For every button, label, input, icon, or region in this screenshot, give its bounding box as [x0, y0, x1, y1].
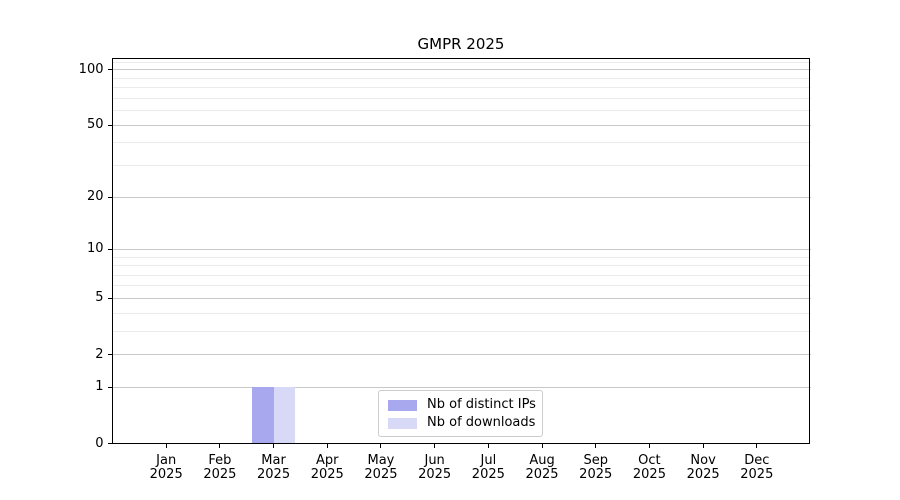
y-gridline-minor [112, 142, 811, 144]
chart-title: GMPR 2025 [417, 35, 505, 53]
y-gridline-major [112, 354, 811, 356]
x-tick [380, 444, 382, 448]
y-tick [107, 386, 112, 388]
y-tick [107, 69, 112, 71]
x-tick [219, 444, 221, 448]
x-tick-label: Apr 2025 [310, 452, 344, 482]
legend-swatch-distinct-ips [388, 399, 417, 411]
y-gridline-minor [112, 87, 811, 89]
y-gridline-minor [112, 285, 811, 287]
y-gridline-minor [112, 330, 811, 332]
x-tick [541, 444, 543, 448]
y-tick-label: 0 [95, 435, 104, 451]
y-gridline-major [112, 196, 811, 198]
legend-swatch-downloads [388, 417, 417, 429]
x-tick-label: Oct 2025 [632, 452, 666, 482]
y-gridline-major [112, 124, 811, 126]
legend-item-distinct-ips: Nb of distinct IPs [388, 397, 536, 413]
y-tick-label: 50 [86, 117, 104, 133]
y-gridline-minor [112, 312, 811, 314]
y-gridline-minor [112, 265, 811, 267]
y-gridline-minor [112, 97, 811, 99]
x-tick-label: Jun 2025 [418, 452, 452, 482]
y-gridline-major [112, 386, 811, 388]
x-tick [326, 444, 328, 448]
x-tick-label: Dec 2025 [740, 452, 774, 482]
y-tick-label: 20 [86, 189, 104, 205]
legend-label-downloads: Nb of downloads [427, 415, 536, 430]
y-tick-label: 10 [86, 241, 104, 257]
x-tick-label: Feb 2025 [203, 452, 237, 482]
y-gridline-minor [112, 77, 811, 79]
y-tick [107, 354, 112, 356]
y-gridline-minor [112, 256, 811, 258]
y-tick-label: 5 [95, 290, 104, 306]
x-tick-label: May 2025 [364, 452, 398, 482]
y-tick [107, 297, 112, 299]
x-tick-label: Nov 2025 [686, 452, 720, 482]
x-tick-label: Sep 2025 [579, 452, 613, 482]
x-tick [165, 444, 167, 448]
y-tick [107, 196, 112, 198]
y-gridline-minor [112, 274, 811, 276]
x-tick [273, 444, 275, 448]
x-tick-label: Aug 2025 [525, 452, 559, 482]
x-tick [595, 444, 597, 448]
legend: Nb of distinct IPs Nb of downloads [378, 390, 543, 437]
y-tick [107, 248, 112, 250]
y-gridline-minor [112, 165, 811, 167]
bar-nb-of-distinct-ips-mar [252, 387, 274, 444]
y-gridline-minor [112, 110, 811, 112]
legend-label-distinct-ips: Nb of distinct IPs [427, 397, 536, 412]
x-tick-label: Jul 2025 [471, 452, 505, 482]
y-tick [107, 124, 112, 126]
y-gridline-major [112, 297, 811, 299]
x-tick-label: Mar 2025 [257, 452, 291, 482]
y-tick-label: 2 [95, 346, 104, 362]
y-gridline-major [112, 248, 811, 250]
y-gridline-minor [112, 61, 811, 63]
legend-item-downloads: Nb of downloads [388, 415, 536, 431]
y-gridline-major [112, 69, 811, 71]
x-tick [434, 444, 436, 448]
y-tick-label: 1 [95, 379, 104, 395]
x-tick [702, 444, 704, 448]
y-tick-label: 100 [78, 61, 104, 77]
y-tick [107, 443, 112, 444]
x-tick [756, 444, 758, 448]
x-tick [648, 444, 650, 448]
x-tick-label: Jan 2025 [149, 452, 183, 482]
bar-nb-of-downloads-mar [273, 387, 296, 444]
x-tick [487, 444, 489, 448]
